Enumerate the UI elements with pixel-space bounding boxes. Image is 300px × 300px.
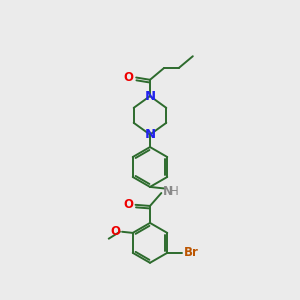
- Text: H: H: [170, 185, 179, 198]
- Text: Br: Br: [184, 246, 199, 259]
- Text: N: N: [144, 90, 156, 103]
- Text: O: O: [124, 71, 134, 84]
- Text: O: O: [110, 225, 120, 238]
- Text: N: N: [144, 128, 156, 141]
- Text: O: O: [123, 198, 133, 211]
- Text: N: N: [163, 185, 172, 198]
